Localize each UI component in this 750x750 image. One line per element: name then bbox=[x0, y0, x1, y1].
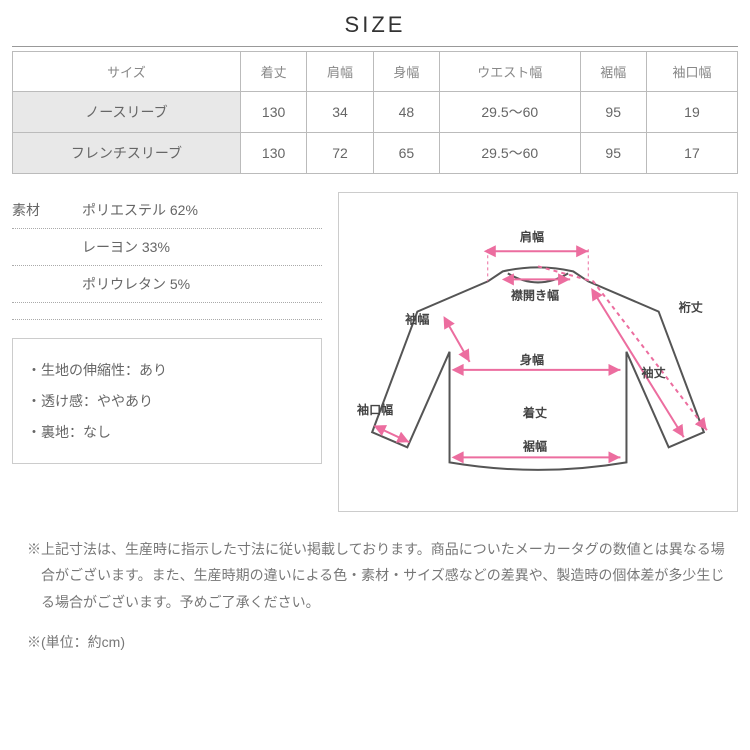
cell: 130 bbox=[240, 133, 306, 174]
size-title: SIZE bbox=[12, 12, 738, 38]
label-sleeve-width: 袖幅 bbox=[405, 312, 429, 327]
properties-box: ・生地の伸縮性：あり ・透け感：ややあり ・裏地：なし bbox=[12, 338, 322, 464]
table-row: ノースリーブ 130 34 48 29.5～60 95 19 bbox=[13, 92, 738, 133]
label-shoulder: 肩幅 bbox=[520, 229, 544, 244]
label-body-width: 身幅 bbox=[520, 352, 544, 367]
cell: 95 bbox=[580, 92, 646, 133]
cell: 48 bbox=[373, 92, 439, 133]
material-item: レーヨン 33% bbox=[82, 237, 170, 257]
material-item: ポリウレタン 5% bbox=[82, 274, 190, 294]
cell: 34 bbox=[307, 92, 373, 133]
th: ウエスト幅 bbox=[440, 52, 580, 92]
note-unit: ※(単位：約cm) bbox=[20, 629, 730, 656]
th: 裾幅 bbox=[580, 52, 646, 92]
th: 身幅 bbox=[373, 52, 439, 92]
material-item: ポリエステル 62% bbox=[82, 200, 198, 220]
row-label: フレンチスリーブ bbox=[13, 133, 241, 174]
row-label: ノースリーブ bbox=[13, 92, 241, 133]
measurement-diagram: 肩幅 襟開き幅 裄丈 袖丈 袖幅 身幅 袖口幅 着丈 裾幅 bbox=[338, 192, 738, 512]
table-row: フレンチスリーブ 130 72 65 29.5～60 95 17 bbox=[13, 133, 738, 174]
label-sleeve-length: 袖丈 bbox=[642, 365, 666, 380]
cell: 17 bbox=[646, 133, 737, 174]
property-item: ・生地の伸縮性：あり bbox=[27, 355, 307, 386]
th: 肩幅 bbox=[307, 52, 373, 92]
cell: 95 bbox=[580, 133, 646, 174]
table-header-row: サイズ 着丈 肩幅 身幅 ウエスト幅 裾幅 袖口幅 bbox=[13, 52, 738, 92]
label-yuki: 裄丈 bbox=[678, 300, 703, 315]
cell: 29.5～60 bbox=[440, 92, 580, 133]
cell: 130 bbox=[240, 92, 306, 133]
cell: 72 bbox=[307, 133, 373, 174]
note-text: ※上記寸法は、生産時に指示した寸法に従い掲載しております。商品についたメーカータ… bbox=[20, 536, 730, 616]
label-length: 着丈 bbox=[522, 405, 547, 420]
property-item: ・透け感：ややあり bbox=[27, 386, 307, 417]
rule bbox=[12, 46, 738, 47]
label-cuff: 袖口幅 bbox=[357, 402, 393, 417]
size-table: サイズ 着丈 肩幅 身幅 ウエスト幅 裾幅 袖口幅 ノースリーブ 130 34 … bbox=[12, 51, 738, 174]
label-neck: 襟開き幅 bbox=[511, 288, 559, 303]
materials-label: 素材 bbox=[12, 200, 82, 220]
property-item: ・裏地：なし bbox=[27, 417, 307, 448]
th: 着丈 bbox=[240, 52, 306, 92]
th: 袖口幅 bbox=[646, 52, 737, 92]
cell: 29.5～60 bbox=[440, 133, 580, 174]
cell: 65 bbox=[373, 133, 439, 174]
label-hem: 裾幅 bbox=[523, 438, 547, 453]
materials-block: 素材ポリエステル 62% レーヨン 33% ポリウレタン 5% bbox=[12, 192, 322, 320]
notes: ※上記寸法は、生産時に指示した寸法に従い掲載しております。商品についたメーカータ… bbox=[12, 532, 738, 674]
th: サイズ bbox=[13, 52, 241, 92]
cell: 19 bbox=[646, 92, 737, 133]
